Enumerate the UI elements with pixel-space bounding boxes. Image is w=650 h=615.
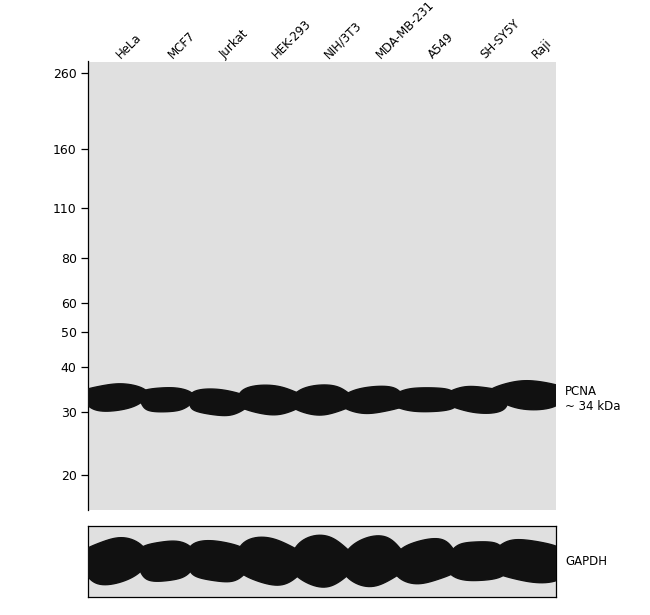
Text: HeLa: HeLa — [114, 31, 144, 62]
Polygon shape — [393, 539, 460, 584]
Text: SH-SY5Y: SH-SY5Y — [478, 17, 522, 62]
Polygon shape — [79, 538, 148, 585]
Polygon shape — [342, 536, 408, 587]
Text: Jurkat: Jurkat — [218, 28, 251, 62]
Text: NIH/3T3: NIH/3T3 — [322, 19, 364, 62]
Text: Raji: Raji — [530, 37, 554, 62]
Polygon shape — [488, 381, 569, 410]
Polygon shape — [79, 384, 148, 411]
Polygon shape — [137, 541, 196, 581]
Text: MDA-MB-231: MDA-MB-231 — [374, 0, 437, 62]
Polygon shape — [447, 542, 508, 581]
Polygon shape — [339, 386, 406, 413]
Polygon shape — [190, 389, 250, 416]
Text: MCF7: MCF7 — [166, 30, 198, 62]
Polygon shape — [237, 385, 307, 415]
Polygon shape — [443, 386, 508, 413]
Text: HEK-293: HEK-293 — [270, 17, 314, 62]
Polygon shape — [237, 538, 307, 585]
Text: PCNA
~ 34 kDa: PCNA ~ 34 kDa — [565, 385, 621, 413]
Text: A549: A549 — [426, 31, 456, 62]
Polygon shape — [391, 388, 457, 411]
Polygon shape — [291, 535, 356, 587]
Polygon shape — [488, 539, 568, 583]
Polygon shape — [289, 385, 356, 415]
Polygon shape — [139, 387, 194, 412]
Polygon shape — [187, 541, 251, 582]
Text: GAPDH: GAPDH — [565, 555, 607, 568]
